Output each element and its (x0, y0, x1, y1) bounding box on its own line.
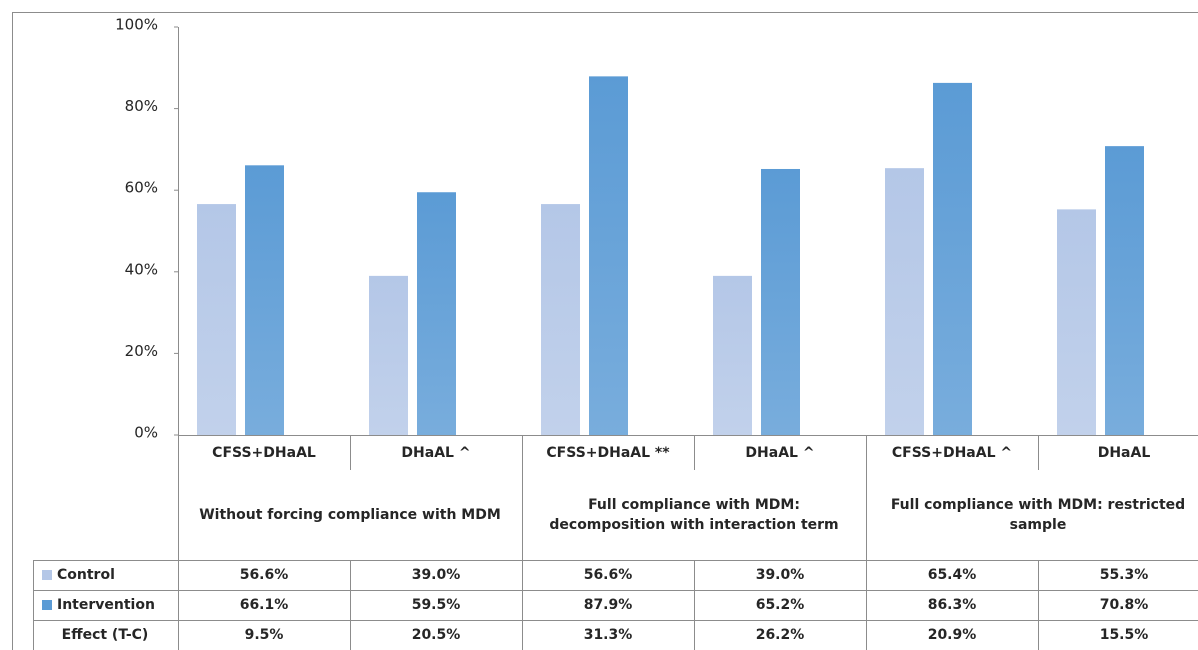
legend-label: Control (57, 567, 115, 583)
bar (885, 168, 924, 435)
table-cell: 70.8% (1100, 597, 1149, 613)
legend-key (42, 570, 52, 580)
bar (245, 165, 284, 435)
table-cell: 20.9% (928, 627, 977, 643)
bar (541, 204, 580, 435)
table-cell: 87.9% (584, 597, 633, 613)
bar (589, 76, 628, 436)
y-tick-label: 80% (125, 97, 158, 115)
bar (933, 82, 972, 436)
table-cell: 9.5% (245, 627, 284, 643)
bar (417, 192, 456, 435)
x-tick-label: CFSS+DHaAL (212, 445, 316, 461)
group-label-box: Without forcing compliance with MDM (199, 506, 501, 523)
group-label: Without forcing compliance with MDM (199, 506, 501, 523)
table-cell: 39.0% (756, 567, 805, 583)
y-tick-label: 20% (125, 342, 158, 360)
x-tick-label: CFSS+DHaAL ^ (892, 445, 1012, 461)
table-cell: 65.4% (928, 567, 977, 583)
legend-key (42, 600, 52, 610)
bar (1105, 146, 1144, 436)
bar (197, 204, 236, 435)
table-cell: 65.2% (756, 597, 805, 613)
y-tick-label: 60% (125, 179, 158, 197)
legend-label: Intervention (57, 597, 155, 613)
table-cell: 66.1% (240, 597, 289, 613)
table-cell: 15.5% (1100, 627, 1149, 643)
y-tick-label: 40% (125, 260, 158, 278)
table-cell: 55.3% (1100, 567, 1149, 583)
x-tick-label: DHaAL ^ (745, 445, 814, 461)
table-cell: 31.3% (584, 627, 633, 643)
y-tick-label: 100% (115, 16, 158, 34)
group-label-box: Full compliance with MDM: decomposition … (549, 496, 839, 533)
table-cell: 20.5% (412, 627, 461, 643)
row-header: Effect (T-C) (62, 627, 149, 643)
table-cell: 56.6% (584, 567, 633, 583)
x-tick-label: DHaAL ^ (401, 445, 470, 461)
y-tick-label: 0% (134, 424, 158, 442)
bar (369, 275, 408, 435)
group-label: Full compliance with MDM: restricted sam… (890, 496, 1186, 533)
group-label: Full compliance with MDM: decomposition … (549, 496, 839, 533)
table-cell: 59.5% (412, 597, 461, 613)
table-cell: 26.2% (756, 627, 805, 643)
table-cell: 56.6% (240, 567, 289, 583)
chart-frame (12, 12, 1198, 650)
group-label-box: Full compliance with MDM: restricted sam… (890, 496, 1186, 533)
x-tick-label: DHaAL (1098, 445, 1151, 461)
table-cell: 86.3% (928, 597, 977, 613)
bar (761, 168, 800, 435)
bar (1057, 209, 1096, 435)
table-cell: 39.0% (412, 567, 461, 583)
x-tick-label: CFSS+DHaAL ** (546, 445, 670, 461)
bar (713, 275, 752, 435)
